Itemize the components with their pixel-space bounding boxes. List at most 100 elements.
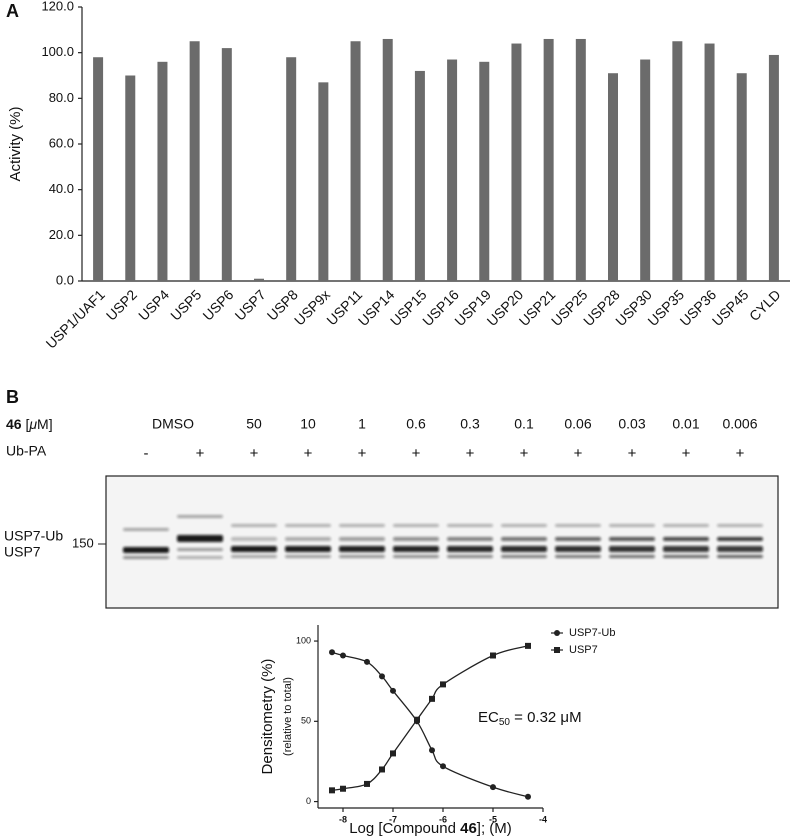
band-label: USP7-Ub — [4, 528, 63, 544]
bar — [608, 73, 618, 281]
concentration-label: 1 — [358, 416, 366, 432]
bar — [93, 57, 104, 281]
bar — [414, 70, 425, 281]
blot-band — [501, 546, 547, 552]
x-tick-label: USP4 — [135, 286, 172, 323]
x-tick-label: -6 — [439, 814, 447, 824]
concentration-label: 0.01 — [672, 416, 699, 432]
blot-band — [285, 555, 331, 558]
y-axis-sublabel: (relative to total) — [282, 677, 294, 756]
bar — [157, 61, 168, 281]
blot-band — [447, 524, 493, 527]
bar — [672, 41, 683, 281]
y-axis-label: Activity (%) — [7, 106, 24, 181]
blot-band — [123, 547, 169, 553]
blot-band — [717, 546, 763, 552]
reagent-sign: + — [574, 445, 583, 462]
annotation: EC50 = 0.32 μM — [478, 709, 582, 728]
blot-band — [447, 537, 493, 541]
marker — [429, 747, 435, 754]
reagent-sign: + — [196, 445, 205, 462]
x-tick-label: -8 — [339, 814, 347, 824]
x-tick-label: CYLD — [746, 286, 784, 324]
marker — [379, 673, 385, 680]
reagent-sign: + — [628, 445, 637, 462]
x-tick-label: USP5 — [167, 286, 204, 323]
blot-band — [393, 546, 439, 552]
x-tick-label: -4 — [539, 814, 547, 824]
blot-band — [663, 555, 709, 558]
blot-band — [555, 524, 601, 527]
concentration-label: 10 — [300, 416, 316, 432]
blot-band — [609, 546, 655, 552]
x-axis-label-part: ]; (M) — [477, 820, 512, 837]
y-tick-label: 80.0 — [49, 90, 74, 105]
concentration-label: 0.006 — [722, 416, 757, 432]
bar — [447, 59, 458, 282]
reagent-sign: + — [250, 445, 259, 462]
fit-curve — [331, 645, 529, 791]
blot-band — [501, 555, 547, 558]
blot-band — [447, 555, 493, 558]
reagent-sign: + — [736, 445, 745, 462]
annotation-sub: 50 — [499, 717, 511, 728]
y-tick-label: 60.0 — [49, 135, 74, 150]
x-tick-label: -5 — [489, 814, 497, 824]
blot-band — [339, 555, 385, 558]
bar — [640, 59, 651, 282]
blot-band — [555, 546, 601, 552]
reagent-label: Ub-PA — [6, 443, 47, 459]
x-axis-label: Log [Compound 46]; (M) — [349, 820, 512, 837]
bar — [768, 54, 779, 282]
marker — [440, 681, 446, 688]
concentration-label: 0.1 — [514, 416, 534, 432]
bar — [479, 61, 490, 281]
x-tick-label: USP6 — [199, 286, 236, 323]
blot-band — [231, 537, 277, 541]
x-tick-label: USP9x — [291, 286, 333, 328]
bar — [254, 278, 264, 281]
y-tick-label: 0.0 — [56, 272, 74, 287]
bar — [318, 82, 329, 281]
y-tick-label: 100 — [296, 635, 311, 645]
reagent-sign: + — [682, 445, 691, 462]
blot-band — [501, 524, 547, 527]
blot-band — [339, 524, 385, 527]
bar — [350, 41, 361, 281]
marker — [390, 750, 396, 757]
concentration-label: 0.03 — [618, 416, 645, 432]
marker — [329, 787, 335, 794]
blot-band — [231, 546, 277, 552]
bar — [125, 75, 136, 281]
annotation-part: = 0.32 μM — [510, 709, 582, 726]
bar — [189, 41, 200, 281]
marker — [379, 766, 385, 773]
blot-band — [555, 537, 601, 541]
blot-band — [177, 556, 223, 559]
marker — [414, 716, 420, 723]
marker — [490, 652, 496, 659]
reagent-sign: + — [358, 445, 367, 462]
concentration-label: 0.06 — [564, 416, 591, 432]
marker — [364, 780, 370, 787]
compound-label-part: [ — [22, 416, 30, 432]
legend-label: USP7-Ub — [569, 627, 615, 639]
band-label: USP7 — [4, 544, 41, 560]
blot-band — [231, 555, 277, 558]
y-tick-label: 120.0 — [41, 0, 74, 13]
compound-label-part: 46 — [6, 416, 22, 432]
blot-band — [609, 537, 655, 541]
x-tick-label: USP7 — [232, 286, 269, 323]
concentration-label: 50 — [246, 416, 262, 432]
blot-band — [609, 524, 655, 527]
marker — [440, 763, 446, 770]
blot-band — [393, 537, 439, 541]
x-axis-label-part: Log [Compound — [349, 820, 460, 837]
bar — [511, 43, 522, 282]
x-axis-label-part: 46 — [460, 820, 477, 837]
marker — [490, 784, 496, 791]
blot-band — [177, 515, 223, 518]
blot-band — [663, 546, 709, 552]
compound-label-part: μ — [28, 416, 37, 432]
